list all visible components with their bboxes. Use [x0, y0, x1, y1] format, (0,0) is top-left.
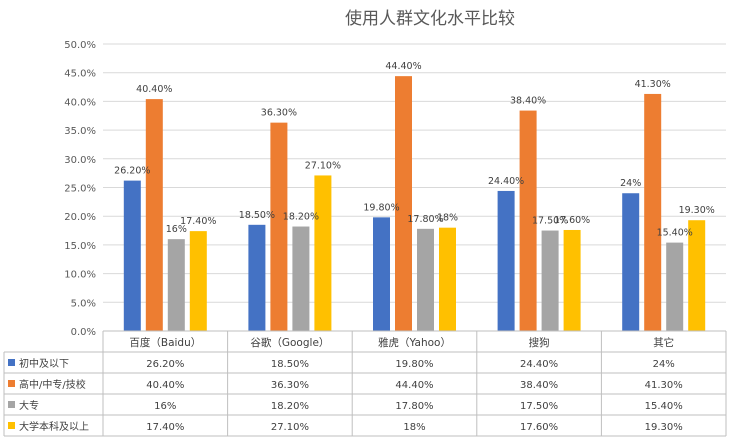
y-tick-label: 40.0%: [64, 97, 96, 108]
bar: [248, 224, 266, 331]
y-tick-label: 45.0%: [64, 69, 96, 80]
series-name: 初中及以下: [19, 357, 69, 370]
table-cell: 36.30%: [271, 380, 309, 391]
bar: [541, 230, 559, 331]
table-cell: 18.20%: [271, 401, 309, 412]
bar: [123, 180, 141, 331]
table-cell: 40.40%: [146, 380, 184, 391]
bar: [666, 242, 684, 331]
legend-key: [8, 401, 15, 408]
bar: [189, 231, 207, 331]
category-label: 其它: [653, 336, 674, 349]
bar: [688, 220, 706, 331]
category-label: 搜狗: [529, 336, 550, 349]
table-cell: 18.50%: [271, 359, 309, 370]
bar: [395, 76, 412, 331]
category-label: 谷歌（Google）: [250, 336, 329, 349]
series-name: 高中/中专/技校: [19, 378, 86, 391]
y-tick-label: 25.0%: [64, 184, 96, 195]
table-cell: 17.50%: [520, 401, 558, 412]
table-cell: 17.60%: [520, 422, 558, 433]
table-cell: 17.80%: [395, 401, 433, 412]
data-labels: 26.20% 40.40% 16%17.40% 18.50% 36.30% 18.20% 2…: [114, 61, 715, 238]
chart-title: 使用人群文化水平比较: [345, 8, 515, 29]
bar: [497, 190, 515, 331]
data-label: 19.80%: [363, 202, 399, 213]
table-cell: 41.30%: [645, 380, 683, 391]
table-cell: 26.20%: [146, 359, 184, 370]
bar: [145, 99, 163, 331]
data-label: 17.40%: [180, 216, 216, 227]
data-label: 19.30%: [679, 205, 715, 216]
legend-key: [8, 380, 15, 387]
bar: [314, 175, 332, 331]
table-cell: 38.40%: [520, 380, 558, 391]
data-label: 17.60%: [554, 215, 590, 226]
series-name: 大学本科及以上: [19, 420, 89, 433]
bar: [417, 228, 434, 331]
table-cell: 19.80%: [395, 359, 433, 370]
data-label: 24.40%: [488, 176, 524, 187]
data-label: 40.40%: [136, 84, 172, 95]
data-label: 15.40%: [657, 228, 693, 239]
bar: [270, 122, 288, 331]
table-cell: 27.10%: [271, 422, 309, 433]
legend-key: [8, 422, 15, 429]
bars: [123, 76, 706, 331]
data-label: 18.20%: [283, 212, 319, 223]
data-label: 18.50%: [239, 210, 275, 221]
bar: [563, 229, 581, 331]
data-label: 26.20%: [114, 166, 150, 177]
y-tick-label: 5.0%: [71, 298, 96, 309]
table-cell: 18%: [403, 422, 425, 433]
data-label: 24%: [620, 178, 641, 189]
y-tick-label: 30.0%: [64, 155, 96, 166]
bar: [292, 226, 310, 331]
data-label: 41.30%: [635, 79, 671, 90]
data-label: 17.50%: [532, 216, 568, 227]
bar: [622, 193, 640, 331]
legend-key: [8, 359, 15, 366]
data-label: 16%: [166, 224, 187, 235]
bar: [167, 239, 185, 331]
y-tick-label: 15.0%: [64, 241, 96, 252]
data-label: 17.80%: [407, 214, 443, 225]
table-cell: 24.40%: [520, 359, 558, 370]
series-name: 大专: [19, 399, 39, 412]
y-tick-label: 50.0%: [64, 40, 96, 51]
table-cell: 24%: [653, 359, 675, 370]
y-tick-label: 20.0%: [64, 212, 96, 223]
table-cell: 19.30%: [645, 422, 683, 433]
data-label: 38.40%: [510, 96, 546, 107]
data-label: 27.10%: [305, 160, 341, 171]
data-label: 36.30%: [261, 108, 297, 119]
data-label: 44.40%: [385, 61, 421, 72]
y-axis: 0.0% 5.0% 10.0% 15.0% 20.0% 25.0% 30.0% 35.0% 40…: [64, 40, 96, 338]
table-cell: 44.40%: [395, 380, 433, 391]
y-tick-label: 35.0%: [64, 126, 96, 137]
table-cell: 17.40%: [146, 422, 184, 433]
category-label: 雅虎（Yahoo）: [378, 336, 451, 349]
table-cell: 16%: [154, 401, 176, 412]
data-label: 18%: [437, 213, 458, 224]
gridlines: [103, 43, 726, 303]
bar: [519, 110, 537, 331]
y-tick-label: 10.0%: [64, 270, 96, 281]
bar: [373, 217, 390, 331]
y-tick-label: 0.0%: [71, 327, 96, 338]
category-label: 百度（Baidu）: [129, 336, 201, 349]
bar: [644, 93, 662, 331]
bar: [439, 227, 456, 331]
table-cell: 15.40%: [645, 401, 683, 412]
